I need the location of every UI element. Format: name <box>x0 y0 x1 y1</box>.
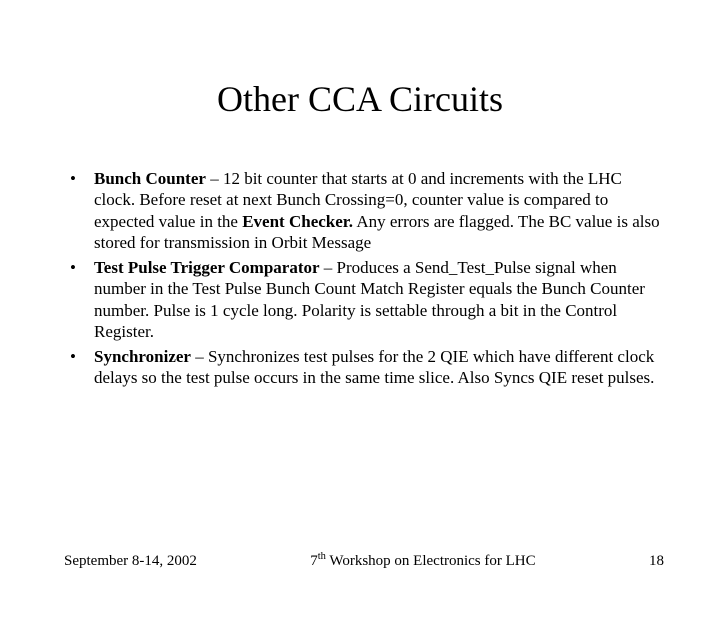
footer-venue: 7th Workshop on Electronics for LHC <box>197 553 649 570</box>
footer-page: 18 <box>649 553 664 570</box>
slide-content: Bunch Counter – 12 bit counter that star… <box>0 168 720 389</box>
term: Bunch Counter <box>94 169 206 188</box>
list-item: Test Pulse Trigger Comparator – Produces… <box>64 257 664 342</box>
list-item: Bunch Counter – 12 bit counter that star… <box>64 168 664 253</box>
venue-post: Workshop on Electronics for LHC <box>326 553 536 569</box>
slide-footer: September 8-14, 2002 7th Workshop on Ele… <box>0 553 720 570</box>
footer-date: September 8-14, 2002 <box>64 553 197 570</box>
term: Synchronizer <box>94 347 191 366</box>
venue-sup: th <box>318 551 326 562</box>
bullet-list: Bunch Counter – 12 bit counter that star… <box>64 168 664 389</box>
slide: Other CCA Circuits Bunch Counter – 12 bi… <box>0 78 720 618</box>
slide-title: Other CCA Circuits <box>0 78 720 120</box>
term-2: Event Checker. <box>242 212 353 231</box>
list-item: Synchronizer – Synchronizes test pulses … <box>64 346 664 389</box>
venue-pre: 7 <box>310 553 318 569</box>
term: Test Pulse Trigger Comparator <box>94 258 320 277</box>
